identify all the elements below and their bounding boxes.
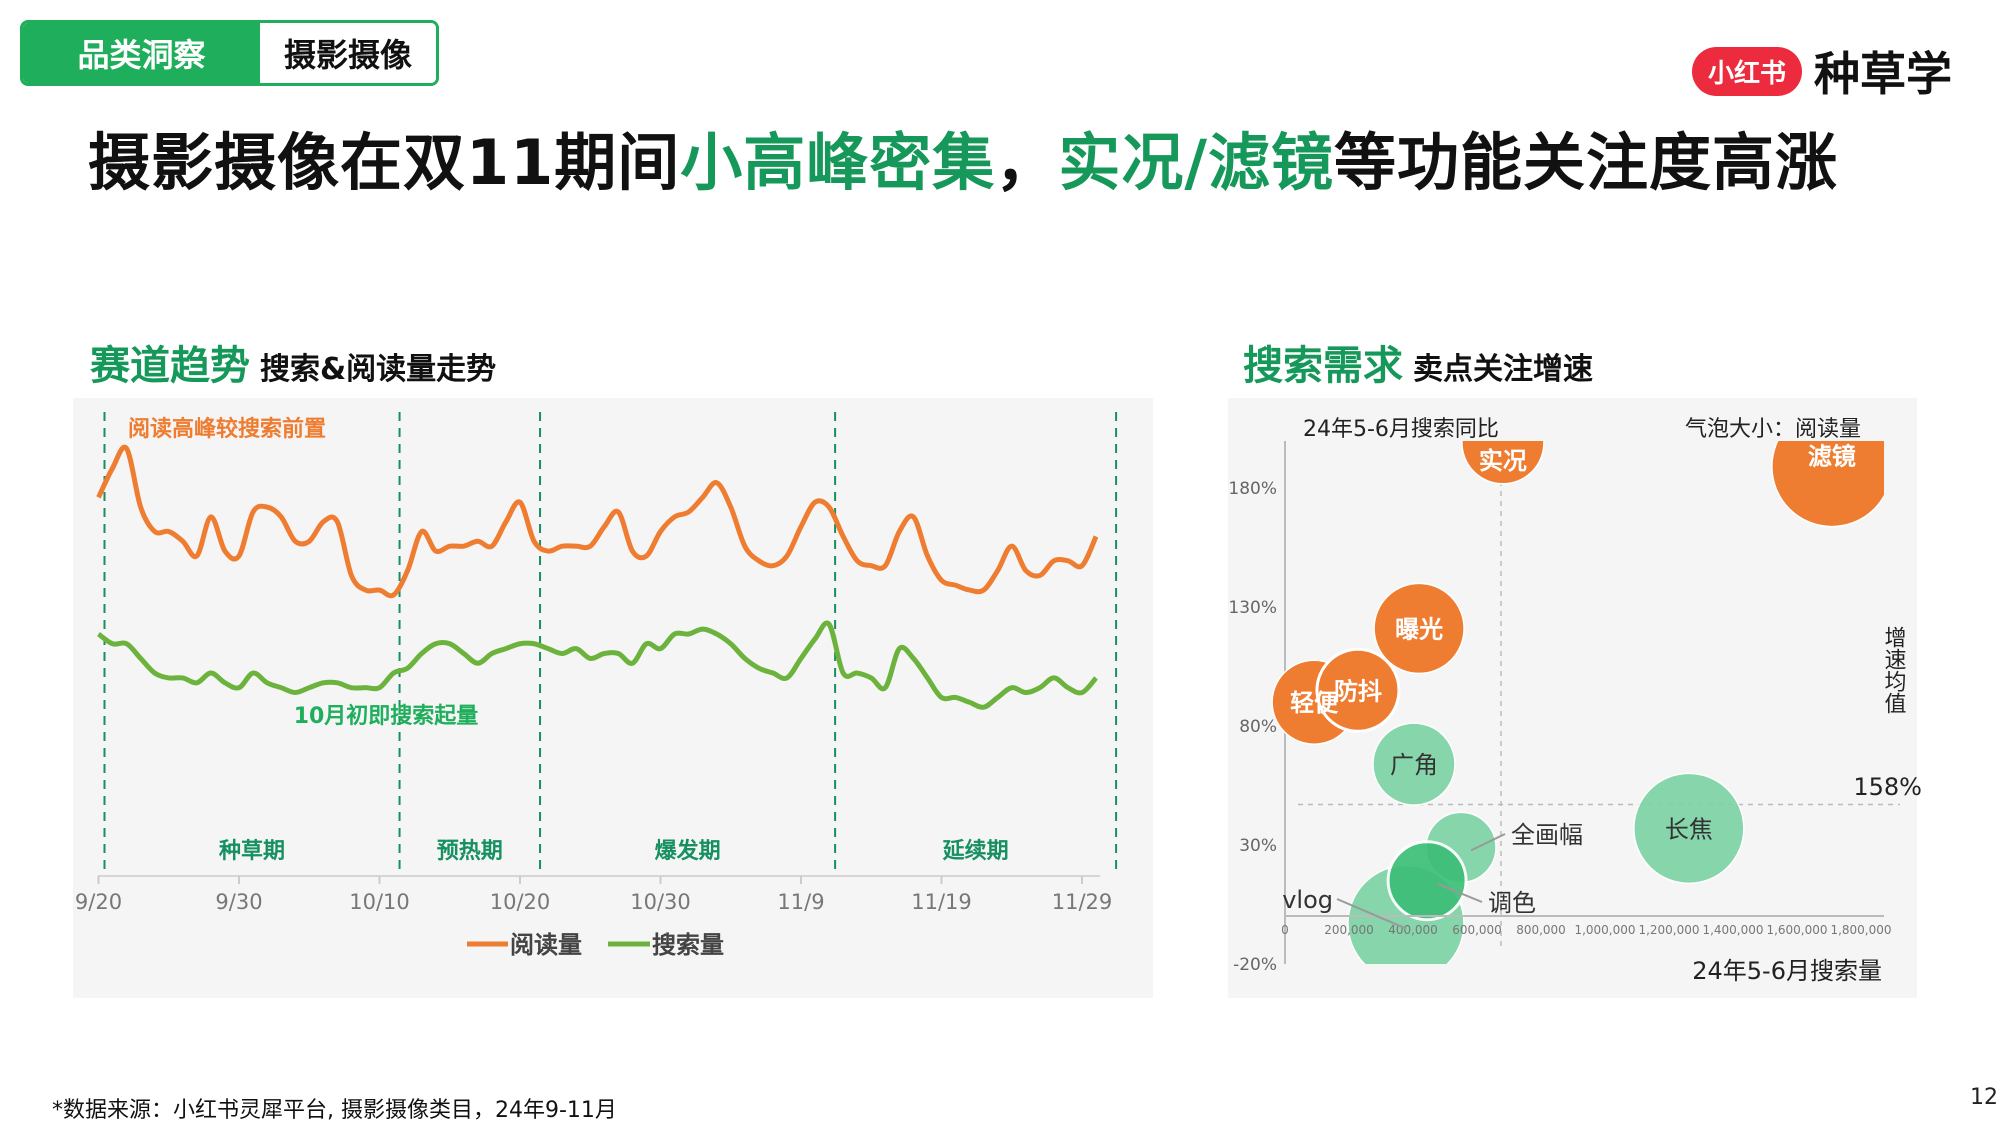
title-highlight: 实况/滤镜 (1058, 126, 1334, 199)
bubble-label: vlog (1282, 886, 1333, 914)
x-tick-label: 10/30 (630, 890, 691, 914)
section-subtitle: 卖点关注增速 (1413, 352, 1593, 387)
section-title: 搜索需求 (1243, 343, 1403, 389)
x-tick-label: 11/19 (911, 890, 972, 914)
right-section-title: 搜索需求 卖点关注增速 (1243, 333, 1593, 391)
bubble-9 (1386, 840, 1468, 922)
trend-line-chart: 种草期 预热期 爆发期 延续期 9/20 9/30 10/10 10/20 10/30 11/9… (75, 412, 1118, 959)
section-subtitle: 搜索&阅读量走势 (260, 352, 497, 387)
bubble-label: 调色 (1488, 889, 1536, 917)
page-title: 摄影摄像在双11期间小高峰密集，实况/滤镜等功能关注度高涨 (88, 112, 1838, 202)
bubble-0 (1461, 441, 1545, 485)
x-axis-title: 24年5-6月搜索量 (1692, 957, 1882, 985)
y-tick-label: 180% (1228, 479, 1277, 499)
title-part: 等功能关注度高涨 (1333, 126, 1838, 199)
y-tick-label: 30% (1239, 836, 1277, 856)
left-section-title: 赛道趋势 搜索&阅读量走势 (90, 333, 496, 391)
x-tick-label: 1,400,000 (1702, 923, 1763, 937)
x-tick-label: 1,800,000 (1830, 923, 1891, 937)
tab-photography[interactable]: 摄影摄像 (260, 23, 436, 83)
bubble-chart: 180%130%80%30%-20% 0 200,000 400,000 600,00… (1228, 417, 1922, 985)
bubble-label: 轻便 (1290, 689, 1339, 717)
logo-text: 种草学 (1814, 47, 1953, 101)
bubble-label: 长焦 (1665, 815, 1713, 843)
category-tabs: 品类洞察 摄影摄像 (20, 20, 439, 86)
bubble-6 (1633, 772, 1745, 885)
phase-label: 种草期 (219, 838, 285, 864)
legend-label-read: 阅读量 (510, 931, 582, 959)
tab-category-insight[interactable]: 品类洞察 (23, 23, 260, 83)
page-number: 12 (1970, 1085, 1998, 1110)
logo: 小红书 种草学 (1692, 38, 1952, 104)
mean-line-label: 增速均值 (1881, 626, 1907, 714)
x-tick-label: 10/20 (490, 890, 551, 914)
x-tick-label: 9/20 (75, 890, 122, 914)
bubble-2 (1373, 582, 1465, 675)
logo-badge: 小红书 (1692, 46, 1803, 96)
x-tick-label: 1,200,000 (1638, 923, 1699, 937)
read-peak-annotation: 阅读高峰较搜索前置 (128, 416, 326, 442)
y-tick-label: 130% (1228, 598, 1277, 618)
x-tick-label: 11/9 (777, 890, 824, 914)
size-legend: 气泡大小：阅读量 (1685, 417, 1861, 442)
x-tick-label: 1,000,000 (1574, 923, 1635, 937)
bubble-label: 滤镜 (1808, 443, 1856, 471)
bubble-leader-line (1470, 833, 1506, 852)
x-tick-label: 1,600,000 (1766, 923, 1827, 937)
bubble-5 (1372, 722, 1456, 806)
x-tick-label: 200,000 (1324, 923, 1374, 937)
legend-label-search: 搜索量 (652, 931, 724, 959)
bubble-1 (1771, 441, 1884, 528)
x-tick-label: 9/30 (215, 890, 262, 914)
mean-line-value: 158% (1853, 773, 1922, 801)
trend-chart-panel (73, 398, 1153, 998)
y-axis-title: 24年5-6月搜索同比 (1303, 417, 1499, 442)
section-title: 赛道趋势 (90, 343, 250, 389)
bubble-leader-line (1436, 882, 1483, 903)
search-rise-annotation: 10月初即搜索起量 (294, 703, 479, 729)
bubble-label: 全画幅 (1511, 821, 1583, 849)
y-tick-label: 80% (1239, 717, 1277, 737)
title-part: ， (995, 126, 1059, 199)
x-tick-label: 11/29 (1052, 890, 1113, 914)
legend: 阅读量 搜索量 (467, 931, 724, 959)
read-volume-line (96, 444, 1099, 599)
phase-label: 爆发期 (655, 838, 721, 864)
bubble-leader-line (1336, 898, 1407, 930)
x-tick-label: 0 (1281, 923, 1289, 937)
phase-label: 预热期 (437, 838, 503, 864)
data-source-footnote: *数据来源：小红书灵犀平台, 摄影摄像类目，24年9-11月 (52, 1098, 617, 1123)
phase-label: 延续期 (942, 838, 1009, 864)
bubble-label: 实况 (1479, 447, 1527, 475)
bubble-4 (1315, 647, 1401, 733)
bubble-label: 防抖 (1334, 677, 1382, 705)
search-volume-line (96, 620, 1098, 710)
bubble-label: 曝光 (1395, 615, 1443, 643)
y-tick-label: -20% (1233, 955, 1277, 975)
x-tick-label: 10/10 (349, 890, 410, 914)
x-tick-label: 600,000 (1452, 923, 1502, 937)
bubble-label: 广角 (1390, 751, 1438, 779)
title-highlight: 小高峰密集 (680, 126, 996, 199)
title-part: 摄影摄像在双11期间 (88, 126, 681, 199)
x-tick-label: 800,000 (1516, 923, 1566, 937)
